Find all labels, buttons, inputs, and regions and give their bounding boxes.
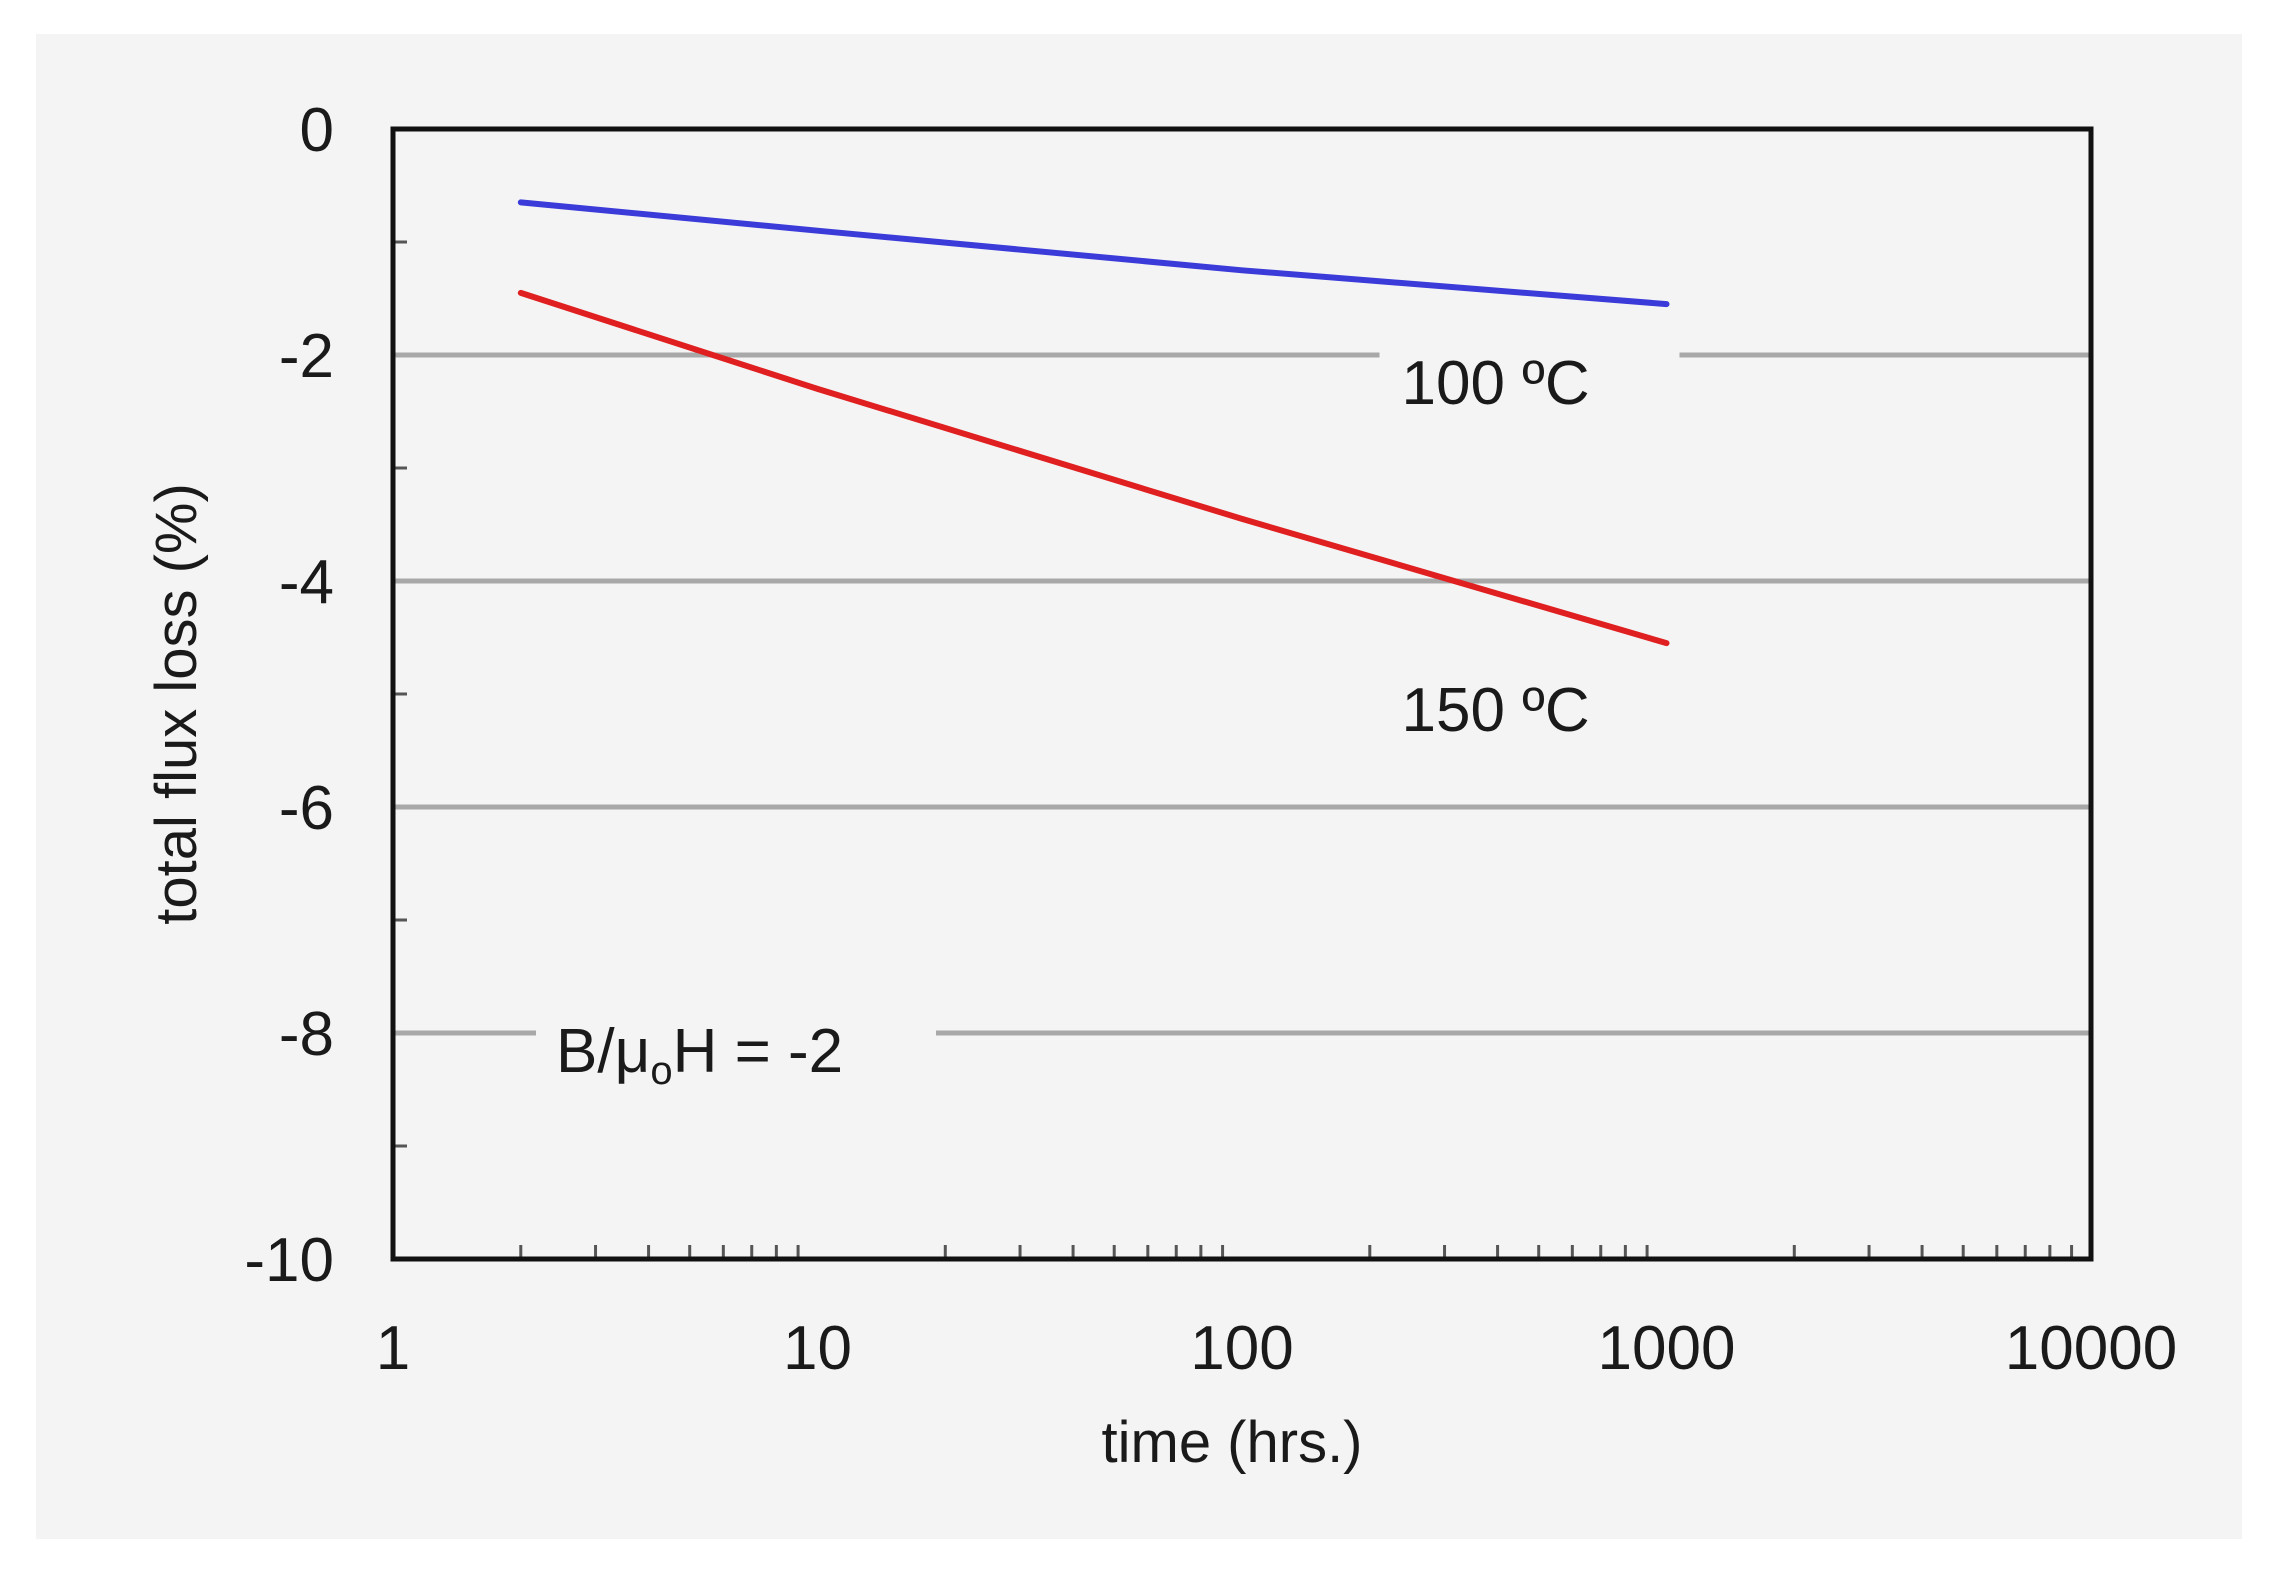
series-label-100c: 100 ºC — [1402, 349, 1590, 418]
ratio-prefix: B/μ — [556, 1017, 650, 1086]
y-tick-label: -6 — [279, 774, 334, 843]
x-axis-title: time (hrs.) — [1102, 1410, 1363, 1475]
chart-svg: 1 10 100 1000 10000 0 -2 -4 -6 -8 -10 total flux l… — [144, 96, 2177, 1475]
plot-frame — [390, 126, 2094, 1262]
ratio-suffix: H = -2 — [673, 1017, 844, 1086]
y-tick-label: -10 — [244, 1226, 334, 1295]
series-line-1 — [517, 289, 1670, 647]
y-axis-title: total flux loss (%) — [144, 483, 209, 925]
series-layer — [517, 199, 1670, 647]
series-line-0 — [517, 199, 1670, 308]
grid-layer — [393, 352, 2091, 1036]
x-tick-label: 1 — [376, 1314, 410, 1383]
ratio-annotation: B/μoH = -2 — [556, 1017, 843, 1093]
x-tick-label: 10000 — [2005, 1314, 2177, 1383]
x-tick-label: 100 — [1190, 1314, 1293, 1383]
x-tick-label: 1000 — [1598, 1314, 1736, 1383]
tick-labels: 1 10 100 1000 10000 0 -2 -4 -6 -8 -10 — [244, 96, 2177, 1383]
y-tick-label: -4 — [279, 548, 334, 617]
ratio-subscript: o — [650, 1049, 672, 1093]
y-tick-label: 0 — [300, 96, 334, 165]
y-tick-label: -2 — [279, 322, 334, 391]
x-tick-label: 10 — [783, 1314, 852, 1383]
series-label-100-background — [1379, 350, 1680, 366]
ratio-annotation-background — [536, 1025, 936, 1041]
y-tick-label: -8 — [279, 1000, 334, 1069]
chart-figure: 1 10 100 1000 10000 0 -2 -4 -6 -8 -10 total flux l… — [36, 34, 2242, 1539]
series-label-150c: 150 ºC — [1402, 676, 1590, 745]
minor-ticks — [393, 240, 2074, 1259]
